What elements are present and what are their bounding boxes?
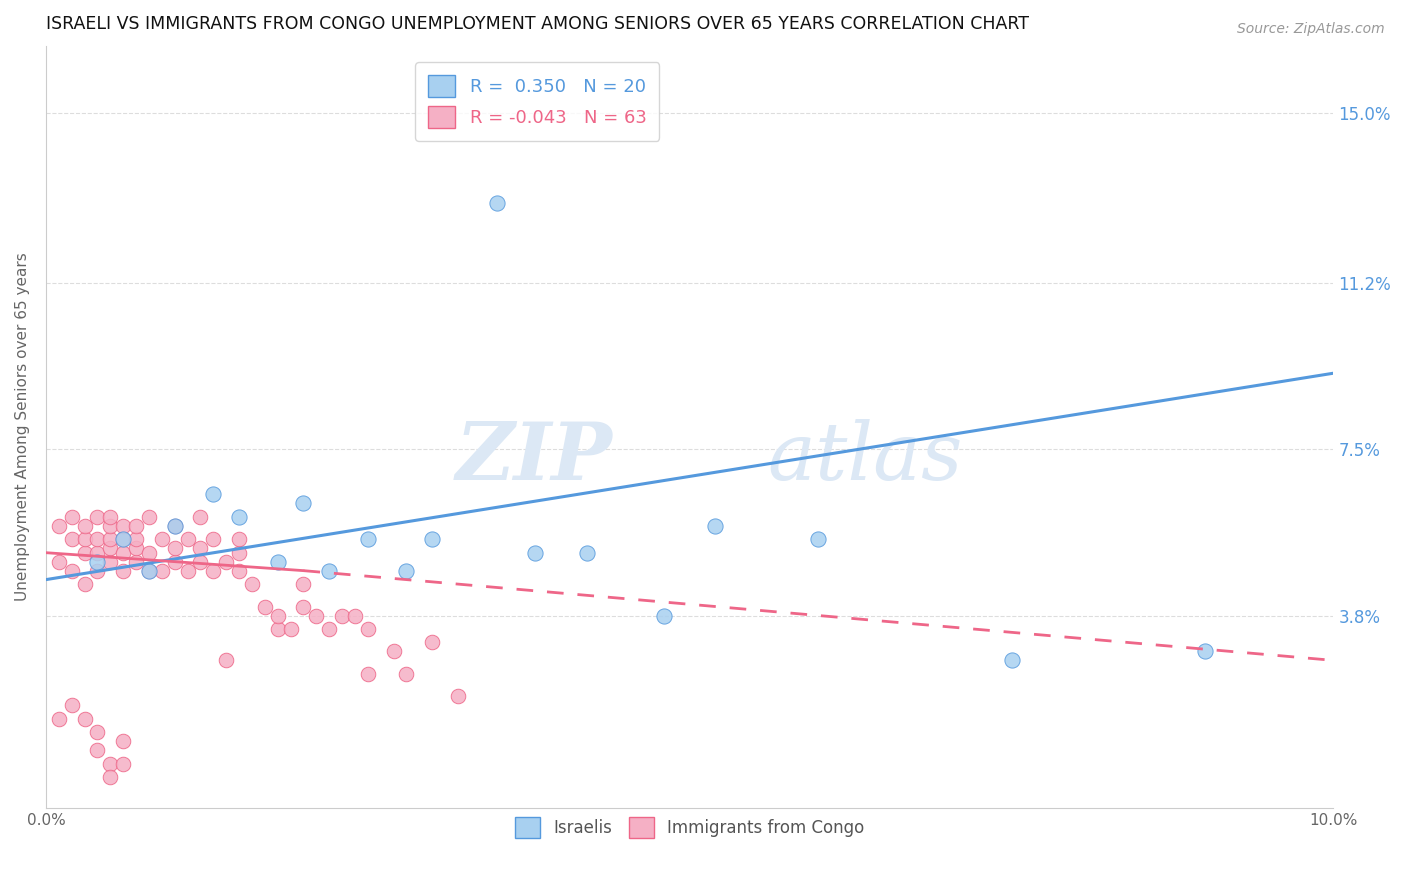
Point xyxy=(330,608,353,623)
Point xyxy=(112,518,135,533)
Point xyxy=(112,756,135,771)
Point xyxy=(48,712,70,726)
Point xyxy=(138,509,160,524)
Point xyxy=(112,546,135,560)
Point xyxy=(395,666,418,681)
Point xyxy=(86,546,108,560)
Text: ZIP: ZIP xyxy=(456,419,613,496)
Point xyxy=(420,533,443,547)
Point xyxy=(215,555,238,569)
Point xyxy=(280,622,302,636)
Point xyxy=(176,564,198,578)
Point xyxy=(150,533,173,547)
Point xyxy=(202,533,225,547)
Point xyxy=(60,509,83,524)
Point xyxy=(60,698,83,713)
Point xyxy=(652,608,675,623)
Point xyxy=(267,608,290,623)
Point xyxy=(112,533,135,547)
Point xyxy=(524,546,547,560)
Point xyxy=(190,509,212,524)
Point xyxy=(86,555,108,569)
Point xyxy=(420,635,443,649)
Text: ISRAELI VS IMMIGRANTS FROM CONGO UNEMPLOYMENT AMONG SENIORS OVER 65 YEARS CORREL: ISRAELI VS IMMIGRANTS FROM CONGO UNEMPLO… xyxy=(46,15,1029,33)
Point xyxy=(112,734,135,748)
Text: Source: ZipAtlas.com: Source: ZipAtlas.com xyxy=(1237,22,1385,37)
Point xyxy=(176,533,198,547)
Point xyxy=(228,509,250,524)
Point xyxy=(357,622,380,636)
Legend: Israelis, Immigrants from Congo: Israelis, Immigrants from Congo xyxy=(506,809,873,846)
Point xyxy=(190,555,212,569)
Point xyxy=(48,518,70,533)
Point xyxy=(112,564,135,578)
Point xyxy=(202,487,225,501)
Point xyxy=(292,496,315,510)
Point xyxy=(575,546,598,560)
Point xyxy=(98,756,121,771)
Point xyxy=(98,770,121,784)
Point xyxy=(267,555,290,569)
Point xyxy=(73,577,96,591)
Point xyxy=(447,690,470,704)
Point xyxy=(395,564,418,578)
Point xyxy=(98,509,121,524)
Point xyxy=(125,533,148,547)
Point xyxy=(73,533,96,547)
Point xyxy=(357,533,380,547)
Point xyxy=(125,555,148,569)
Point xyxy=(125,518,148,533)
Point xyxy=(292,599,315,614)
Point xyxy=(1000,653,1022,667)
Point xyxy=(86,725,108,739)
Point xyxy=(343,608,366,623)
Point xyxy=(48,555,70,569)
Point xyxy=(267,622,290,636)
Point xyxy=(86,533,108,547)
Point xyxy=(190,541,212,556)
Point xyxy=(60,564,83,578)
Point xyxy=(305,608,328,623)
Point xyxy=(138,564,160,578)
Point xyxy=(60,533,83,547)
Point xyxy=(163,555,186,569)
Point xyxy=(86,743,108,757)
Point xyxy=(357,666,380,681)
Point xyxy=(318,622,340,636)
Point xyxy=(382,644,405,658)
Point xyxy=(485,195,508,210)
Point xyxy=(98,555,121,569)
Point xyxy=(292,577,315,591)
Point xyxy=(98,533,121,547)
Text: atlas: atlas xyxy=(766,419,962,496)
Point xyxy=(215,653,238,667)
Y-axis label: Unemployment Among Seniors over 65 years: Unemployment Among Seniors over 65 years xyxy=(15,252,30,601)
Point xyxy=(807,533,830,547)
Point xyxy=(150,564,173,578)
Point xyxy=(112,533,135,547)
Point xyxy=(163,518,186,533)
Point xyxy=(73,518,96,533)
Point xyxy=(318,564,340,578)
Point xyxy=(98,541,121,556)
Point xyxy=(86,564,108,578)
Point xyxy=(138,546,160,560)
Point xyxy=(1194,644,1216,658)
Point xyxy=(163,518,186,533)
Point xyxy=(228,546,250,560)
Point xyxy=(253,599,276,614)
Point xyxy=(98,518,121,533)
Point xyxy=(228,533,250,547)
Point xyxy=(240,577,263,591)
Point xyxy=(202,564,225,578)
Point xyxy=(138,564,160,578)
Point xyxy=(125,541,148,556)
Point xyxy=(73,546,96,560)
Point xyxy=(73,712,96,726)
Point xyxy=(86,509,108,524)
Point xyxy=(704,518,727,533)
Point xyxy=(163,541,186,556)
Point xyxy=(228,564,250,578)
